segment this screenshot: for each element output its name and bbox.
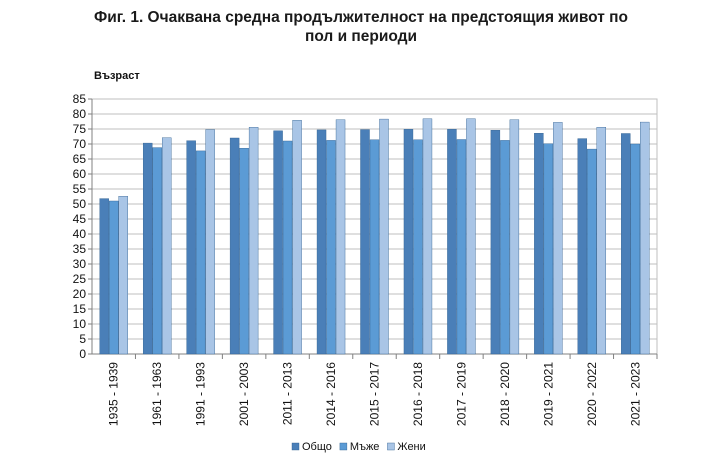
bar-Общо-2021 - 2023 (621, 133, 631, 355)
bar-Общо-2014 - 2016 (316, 129, 327, 355)
x-tick-label: 2018 - 2020 (498, 362, 512, 426)
y-tick-label: 70 (73, 137, 87, 151)
y-axis-label: Възраст (94, 70, 140, 82)
bar-Жени-1991 - 1993 (205, 129, 215, 355)
bar-Жени-2016 - 2018 (422, 118, 433, 355)
bar-Жени-2020 - 2022 (596, 126, 607, 355)
legend-swatch-Жени (387, 442, 395, 451)
chart-title: Фиг. 1. Очаквана средна продължителност … (0, 8, 722, 46)
x-tick-label: 2014 - 2016 (324, 362, 338, 426)
bar-Мъже-2021 - 2023 (630, 143, 640, 355)
bar-Жени-1961 - 1963 (161, 137, 172, 355)
bar-Мъже-2018 - 2020 (500, 140, 510, 355)
bar-Мъже-2020 - 2022 (587, 148, 597, 355)
bar-Жени-2001 - 2003 (248, 126, 259, 355)
bar-Мъже-2014 - 2016 (326, 140, 336, 355)
bar-Общо-2011 - 2013 (273, 130, 283, 355)
y-tick-label: 50 (73, 197, 87, 211)
x-tick-label: 1991 - 1993 (194, 362, 208, 426)
bar-Общо-2017 - 2019 (447, 129, 457, 355)
legend-label-Общо: Общо (302, 441, 332, 453)
bar-Жени-2011 - 2013 (292, 120, 302, 355)
y-tick-label: 30 (73, 257, 87, 271)
y-tick-label: 85 (73, 92, 87, 106)
bar-Общо-2015 - 2017 (360, 129, 370, 355)
bar-Общо-2020 - 2022 (577, 138, 588, 355)
y-tick-label: 45 (73, 212, 87, 226)
bar-Мъже-2016 - 2018 (413, 139, 423, 355)
chart-title-line-2: пол и периоди (304, 28, 418, 45)
legend-label-Мъже: Мъже (350, 441, 380, 453)
x-tick-label: 2016 - 2018 (411, 362, 425, 426)
x-tick-label: 1935 - 1939 (107, 362, 121, 426)
bar-Общо-2019 - 2021 (534, 132, 544, 355)
legend-swatch-Мъже (339, 442, 348, 451)
y-tick-label: 20 (73, 287, 87, 301)
x-tick-label: 2021 - 2023 (628, 362, 642, 426)
bar-Жени-2015 - 2017 (379, 118, 389, 355)
x-tick-label: 2017 - 2019 (454, 362, 468, 426)
bar-Общо-2016 - 2018 (403, 129, 414, 355)
bar-Мъже-2015 - 2017 (369, 139, 380, 355)
y-tick-label: 5 (79, 332, 86, 346)
bar-Мъже-2017 - 2019 (456, 139, 467, 355)
x-tick-label: 2001 - 2003 (237, 362, 251, 426)
y-tick-label: 40 (73, 227, 87, 241)
x-tick-label: 1961 - 1963 (150, 362, 164, 426)
bar-Мъже-1991 - 1993 (195, 150, 206, 355)
y-tick-label: 55 (73, 182, 87, 196)
x-tick-label: 2015 - 2017 (368, 362, 382, 426)
y-tick-label: 35 (73, 242, 87, 256)
bar-Жени-2018 - 2020 (509, 119, 520, 355)
x-tick-label: 2020 - 2022 (585, 362, 599, 426)
y-tick-label: 15 (73, 302, 87, 316)
bar-Общо-1961 - 1963 (142, 142, 153, 355)
chart-title-line-1: Фиг. 1. Очаквана средна продължителност … (94, 9, 628, 26)
x-tick-label: 2011 - 2013 (281, 362, 295, 425)
bar-Мъже-2001 - 2003 (239, 147, 249, 355)
bar-Жени-2019 - 2021 (553, 122, 563, 355)
bar-Мъже-1961 - 1963 (152, 147, 162, 355)
y-tick-label: 25 (73, 272, 87, 286)
bar-Общо-2001 - 2003 (229, 137, 240, 355)
bar-Жени-2021 - 2023 (640, 121, 650, 355)
bar-Общо-2018 - 2020 (490, 129, 501, 355)
bar-Жени-1935 - 1939 (118, 195, 128, 355)
x-tick-label: 2019 - 2021 (541, 362, 555, 426)
bar-Общо-1991 - 1993 (186, 140, 196, 355)
bar-Мъже-2011 - 2013 (282, 140, 293, 355)
y-tick-label: 60 (73, 167, 87, 181)
y-tick-label: 75 (73, 122, 87, 136)
y-tick-label: 65 (73, 152, 87, 166)
y-tick-label: 0 (79, 347, 86, 361)
legend-swatch-Общо (291, 442, 300, 451)
bar-Жени-2017 - 2019 (466, 118, 476, 355)
y-tick-label: 10 (73, 317, 87, 331)
y-tick-label: 80 (73, 107, 87, 121)
bar-Жени-2014 - 2016 (335, 119, 346, 355)
bar-Мъже-2019 - 2021 (543, 143, 554, 355)
bar-Мъже-1935 - 1939 (109, 200, 119, 355)
legend-label-Жени: Жени (397, 441, 425, 453)
bar-Общо-1935 - 1939 (99, 198, 109, 355)
